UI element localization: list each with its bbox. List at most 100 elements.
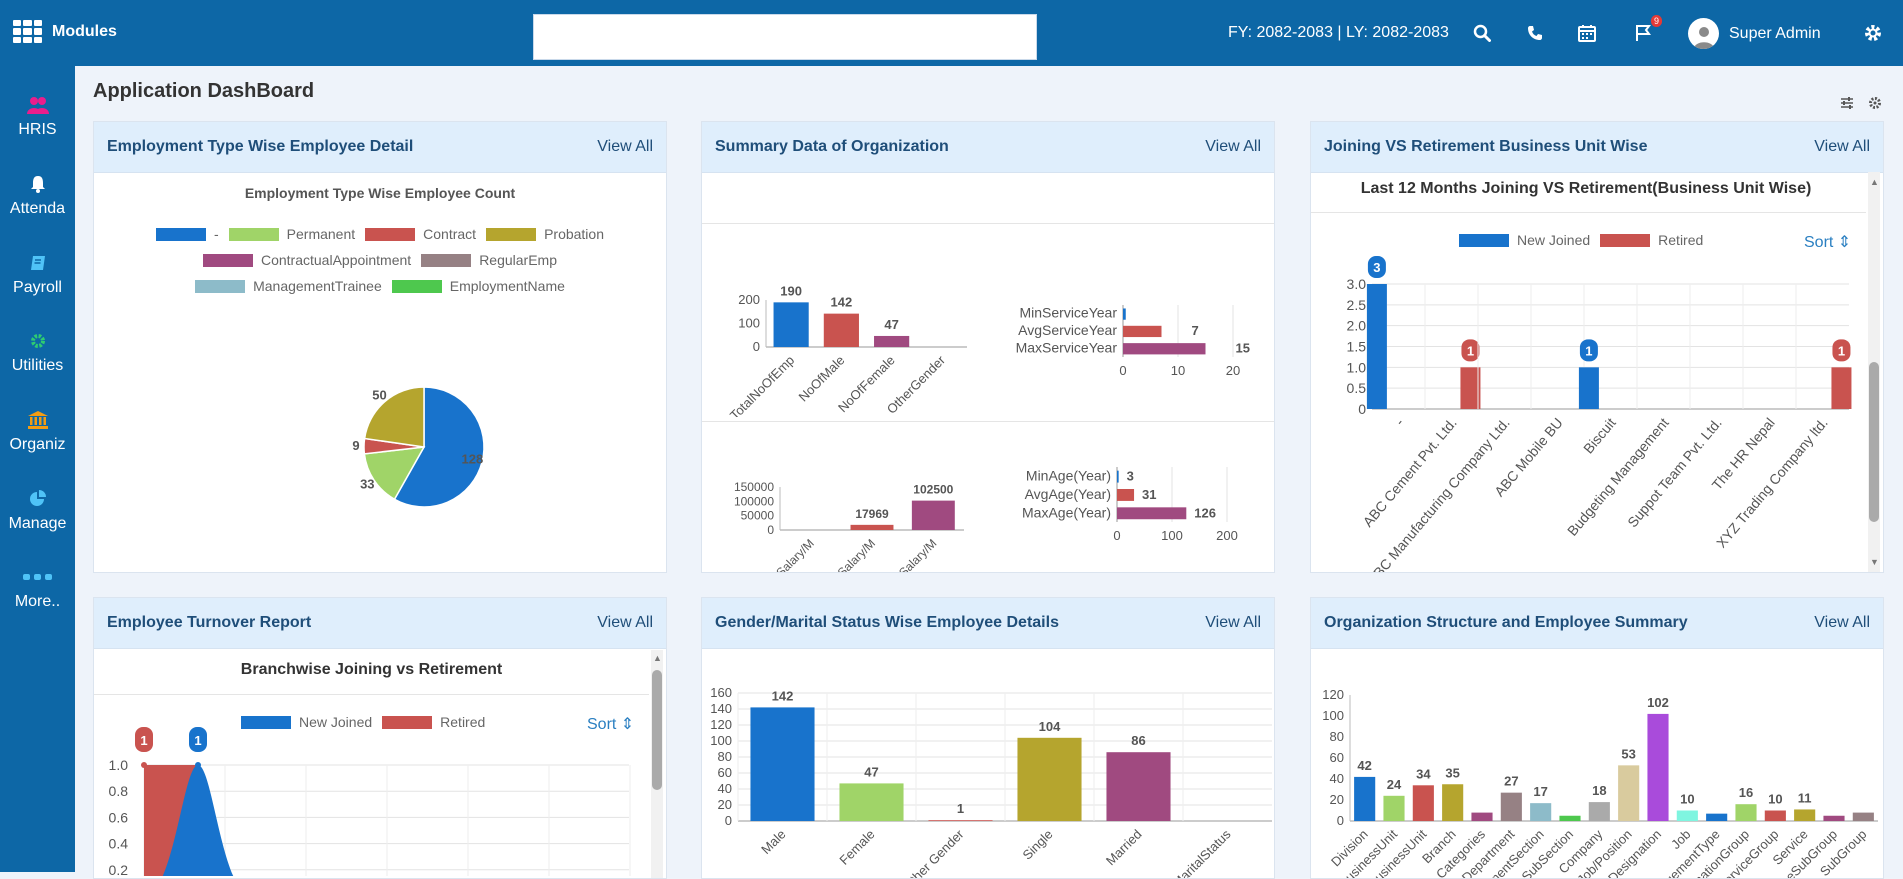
settings-gear-icon[interactable]: [1862, 22, 1884, 44]
panel-gender-marital: Gender/Marital Status Wise Employee Deta…: [701, 597, 1275, 879]
modules-button[interactable]: Modules: [13, 20, 117, 43]
data-label: 47: [864, 764, 878, 779]
users-icon: [0, 94, 75, 116]
sidebar-item-utilities[interactable]: Utilities: [0, 330, 75, 375]
pie-legend: - Permanent Contract Probation Contractu…: [94, 226, 666, 300]
data-label: 1: [194, 733, 201, 748]
search-icon[interactable]: [1471, 22, 1493, 44]
sidebar-item-management[interactable]: Manage: [0, 488, 75, 533]
sidebar-item-label: Attenda: [9, 200, 66, 217]
flag-icon[interactable]: 9: [1632, 15, 1662, 44]
view-all-link[interactable]: View All: [597, 138, 653, 155]
legend-item[interactable]: Contract: [365, 226, 476, 242]
user-name: Super Admin: [1729, 24, 1821, 42]
data-label-bubble: [1367, 256, 1386, 278]
panel-employment-type: Employment Type Wise Employee Detail Vie…: [93, 121, 667, 573]
user-avatar-icon: [1688, 18, 1719, 49]
modules-label: Modules: [52, 22, 117, 40]
legend-item[interactable]: New Joined: [241, 714, 372, 730]
bar: [1366, 284, 1387, 409]
y-tick-label: MaxServiceYear: [1016, 339, 1118, 355]
legend-item[interactable]: Retired: [382, 714, 485, 730]
bar: [1578, 367, 1599, 409]
panel-org-structure: Organization Structure and Employee Summ…: [1310, 597, 1884, 879]
view-all-link[interactable]: View All: [597, 614, 653, 631]
y-tick-label: 0: [1358, 401, 1366, 417]
sidebar-item-attendance[interactable]: Attenda: [0, 173, 75, 218]
sidebar-item-organization[interactable]: Organiz: [0, 409, 75, 454]
sidebar-item-label: Organiz: [9, 436, 66, 453]
panel-scrollbar[interactable]: ▲ ▼: [1868, 172, 1880, 572]
data-label: 35: [1445, 765, 1459, 780]
y-tick-label: 80: [718, 749, 732, 764]
legend-item[interactable]: -: [155, 226, 219, 242]
sidebar-item-label: Utilities: [11, 357, 64, 374]
data-label: 10: [1680, 792, 1694, 807]
global-search-input[interactable]: [533, 14, 1037, 60]
legend-item[interactable]: ManagementTrainee: [195, 278, 382, 294]
summary-employee-bar-chart: 0100200190TotalNoOfEmp142NoOfMale47NoOfF…: [727, 283, 967, 417]
bell-icon: [0, 173, 75, 195]
data-label: 47: [884, 317, 898, 332]
data-label: 3: [1373, 260, 1380, 275]
legend-item[interactable]: Probation: [486, 226, 604, 242]
legend-item[interactable]: Retired: [1600, 232, 1703, 248]
legend-item[interactable]: EmploymentName: [391, 278, 565, 294]
view-all-link[interactable]: View All: [1814, 614, 1870, 631]
sidebar-item-payroll[interactable]: Payroll: [0, 252, 75, 297]
sort-button[interactable]: Sort ⇕: [1804, 234, 1852, 251]
y-tick-label: 80: [1330, 729, 1344, 744]
y-tick-label: 100: [738, 316, 760, 331]
x-tick-label: 0: [1113, 528, 1120, 543]
view-all-link[interactable]: View All: [1814, 138, 1870, 155]
y-tick-label: 120: [1322, 687, 1344, 702]
panel-employee-turnover: Employee Turnover Report View All Branch…: [93, 597, 667, 879]
y-tick-label: 2.0: [1347, 318, 1367, 334]
x-tick-label: Male: [758, 827, 789, 858]
user-menu[interactable]: Super Admin: [1688, 18, 1821, 49]
sidebar-item-label: HRIS: [18, 121, 57, 138]
legend-item[interactable]: ContractualAppointment: [202, 252, 411, 268]
data-label: 31: [1142, 487, 1156, 502]
y-tick-label: 150000: [734, 480, 774, 494]
bar: [874, 335, 910, 347]
x-tick-label: XYZ Trading Company ltd.: [1713, 415, 1831, 551]
bar: [1471, 812, 1493, 821]
y-tick-label: 0.6: [109, 809, 129, 825]
bar: [1706, 813, 1728, 821]
y-tick-label: 0: [767, 523, 774, 537]
x-tick-label: Other MaritalStatus: [1144, 826, 1234, 878]
sidebar-item-more[interactable]: More..: [0, 566, 75, 611]
filter-sliders-icon[interactable]: [1840, 96, 1854, 115]
bar: [1460, 367, 1481, 409]
legend-item[interactable]: New Joined: [1459, 232, 1590, 248]
view-all-link[interactable]: View All: [1205, 614, 1261, 631]
view-all-link[interactable]: View All: [1205, 138, 1261, 155]
x-tick-label: NoOfMale: [796, 353, 848, 405]
panel-scrollbar[interactable]: ▲: [651, 650, 663, 878]
data-label: 102500: [913, 483, 953, 497]
employment-pie-chart: 128 33 9 50: [352, 386, 485, 508]
data-label: 33: [360, 477, 374, 492]
x-tick-label: Other Gender: [900, 826, 967, 878]
data-label-bubble: [1832, 339, 1851, 362]
y-tick-label: 100000: [734, 494, 774, 508]
sidebar-item-hris[interactable]: HRIS: [0, 94, 75, 139]
dashboard-settings-icon[interactable]: [1868, 96, 1882, 115]
sidebar-item-label: More..: [14, 593, 61, 610]
data-label: 1: [1467, 343, 1474, 358]
legend-item[interactable]: RegularEmp: [421, 252, 557, 268]
legend-item[interactable]: Permanent: [228, 226, 355, 242]
phone-icon[interactable]: [1524, 22, 1546, 44]
y-tick-label: 0.8: [109, 783, 129, 799]
divider: [94, 694, 649, 695]
y-tick-label: 0: [1337, 813, 1344, 828]
y-tick-label: 100: [710, 733, 732, 748]
data-label: 126: [1194, 505, 1216, 520]
x-tick-label: Suppot Team Pvt. Ltd.: [1624, 415, 1725, 531]
pie-icon: [0, 488, 75, 510]
sort-button[interactable]: Sort ⇕: [587, 716, 635, 733]
calendar-icon[interactable]: [1576, 22, 1598, 44]
data-label-bubble: [135, 727, 153, 752]
